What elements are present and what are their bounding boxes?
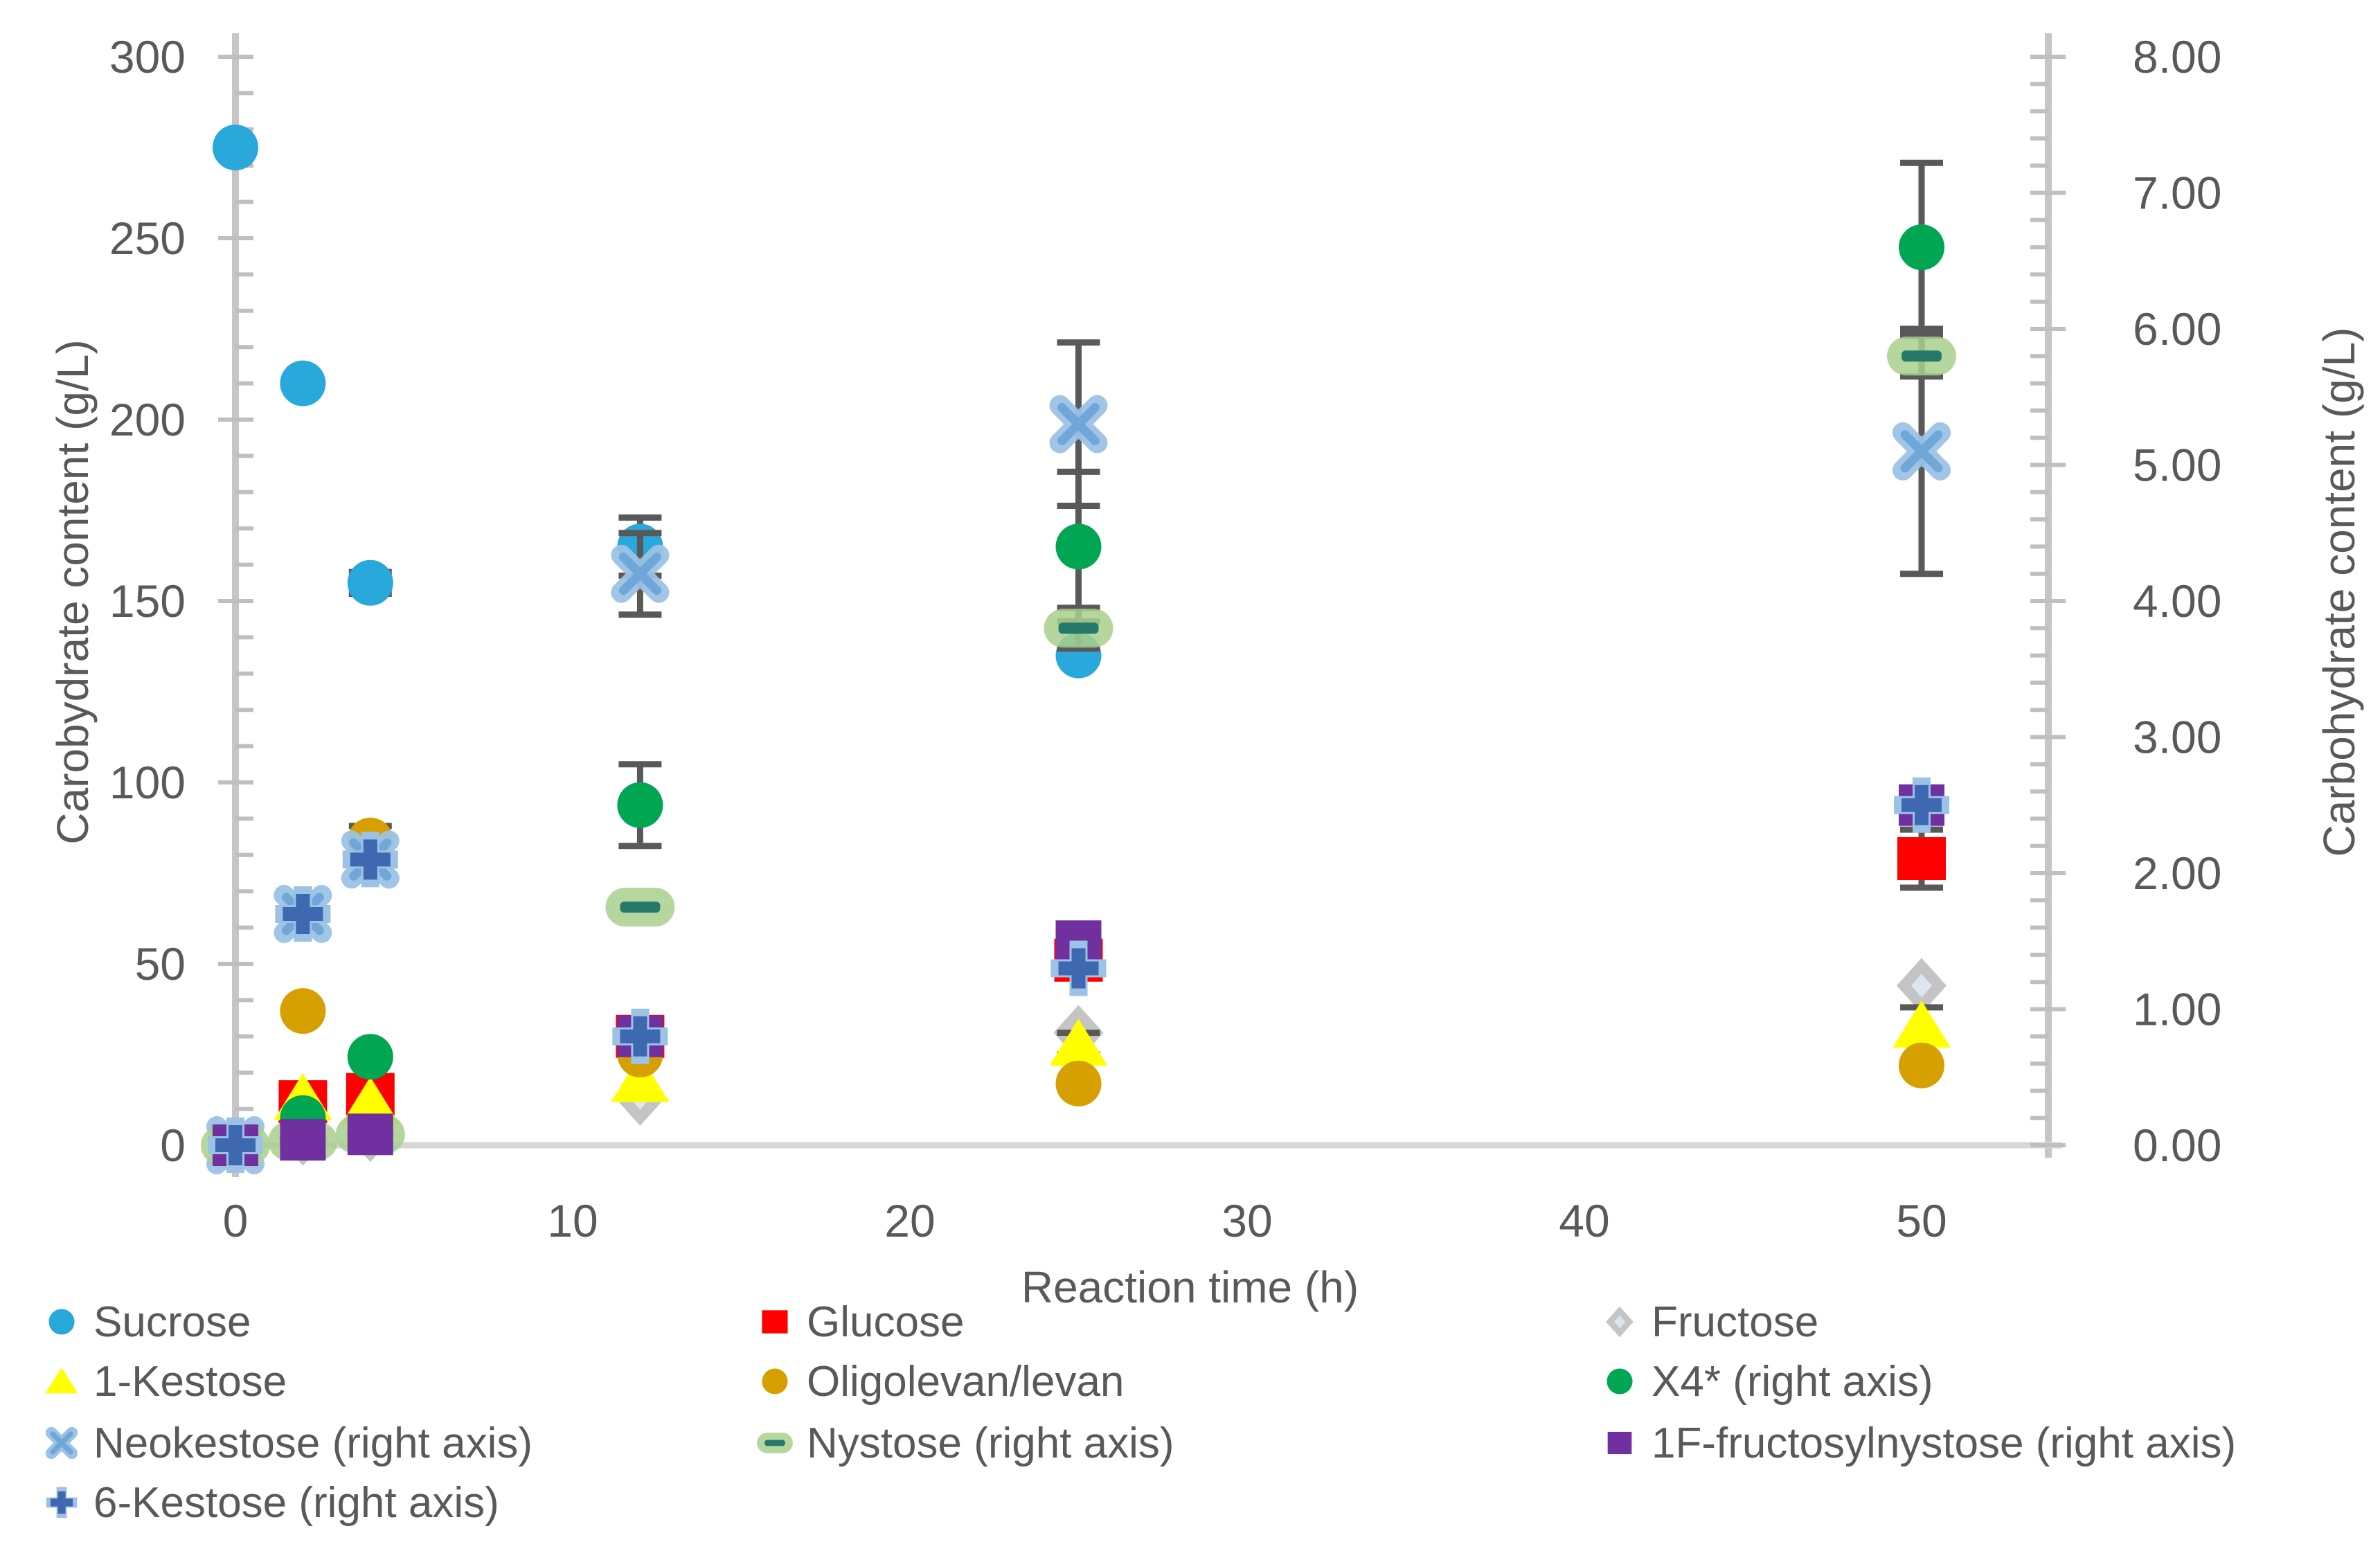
series-glucose: [211, 826, 1946, 1167]
x-tick-label: 20: [884, 1195, 935, 1246]
left-tick-label: 300: [109, 31, 186, 82]
x-tick-label: 30: [1222, 1195, 1272, 1246]
x-axis-title: Reaction time (h): [1021, 1262, 1359, 1312]
x-axis: 0 10 20 30 40 50: [223, 1195, 1947, 1246]
x-tick-label: 50: [1896, 1195, 1947, 1246]
left-tick-label: 250: [109, 213, 186, 264]
right-tick-label: 6.00: [2133, 303, 2221, 355]
left-axis: 0 50 100 150 200 250 300: [109, 31, 253, 1171]
left-tick-label: 200: [109, 394, 186, 445]
right-tick-label: 5.00: [2133, 440, 2221, 491]
left-tick-label: 0: [160, 1120, 186, 1171]
x-tick-label: 0: [223, 1195, 249, 1246]
x-tick-label: 40: [1559, 1195, 1609, 1246]
plot-series: [201, 125, 1956, 1174]
right-tick-label: 0.00: [2133, 1120, 2221, 1171]
axes: 0501001502002503000.001.002.003.004.005.…: [109, 31, 2222, 1246]
left-axis-title: Carobydrate content (g/L): [48, 339, 98, 845]
right-tick-label: 8.00: [2133, 31, 2221, 82]
left-tick-label: 150: [109, 575, 186, 627]
x-tick-label: 10: [547, 1195, 598, 1246]
series-6-kestose-right-axis: [208, 777, 1949, 1173]
right-tick-label: 4.00: [2133, 575, 2221, 627]
right-tick-label: 1.00: [2133, 984, 2221, 1035]
right-tick-label: 2.00: [2133, 848, 2221, 899]
right-axis: 0.00 1.00 2.00 3.00 4.00 5.00 6.00 7.00 8.00: [2030, 31, 2221, 1171]
right-tick-label: 3.00: [2133, 712, 2221, 763]
right-tick-label: 7.00: [2133, 168, 2221, 219]
right-axis-title: Carbohydrate content (g/L): [2314, 327, 2364, 857]
left-tick-label: 100: [109, 757, 186, 808]
left-tick-label: 50: [135, 938, 186, 989]
